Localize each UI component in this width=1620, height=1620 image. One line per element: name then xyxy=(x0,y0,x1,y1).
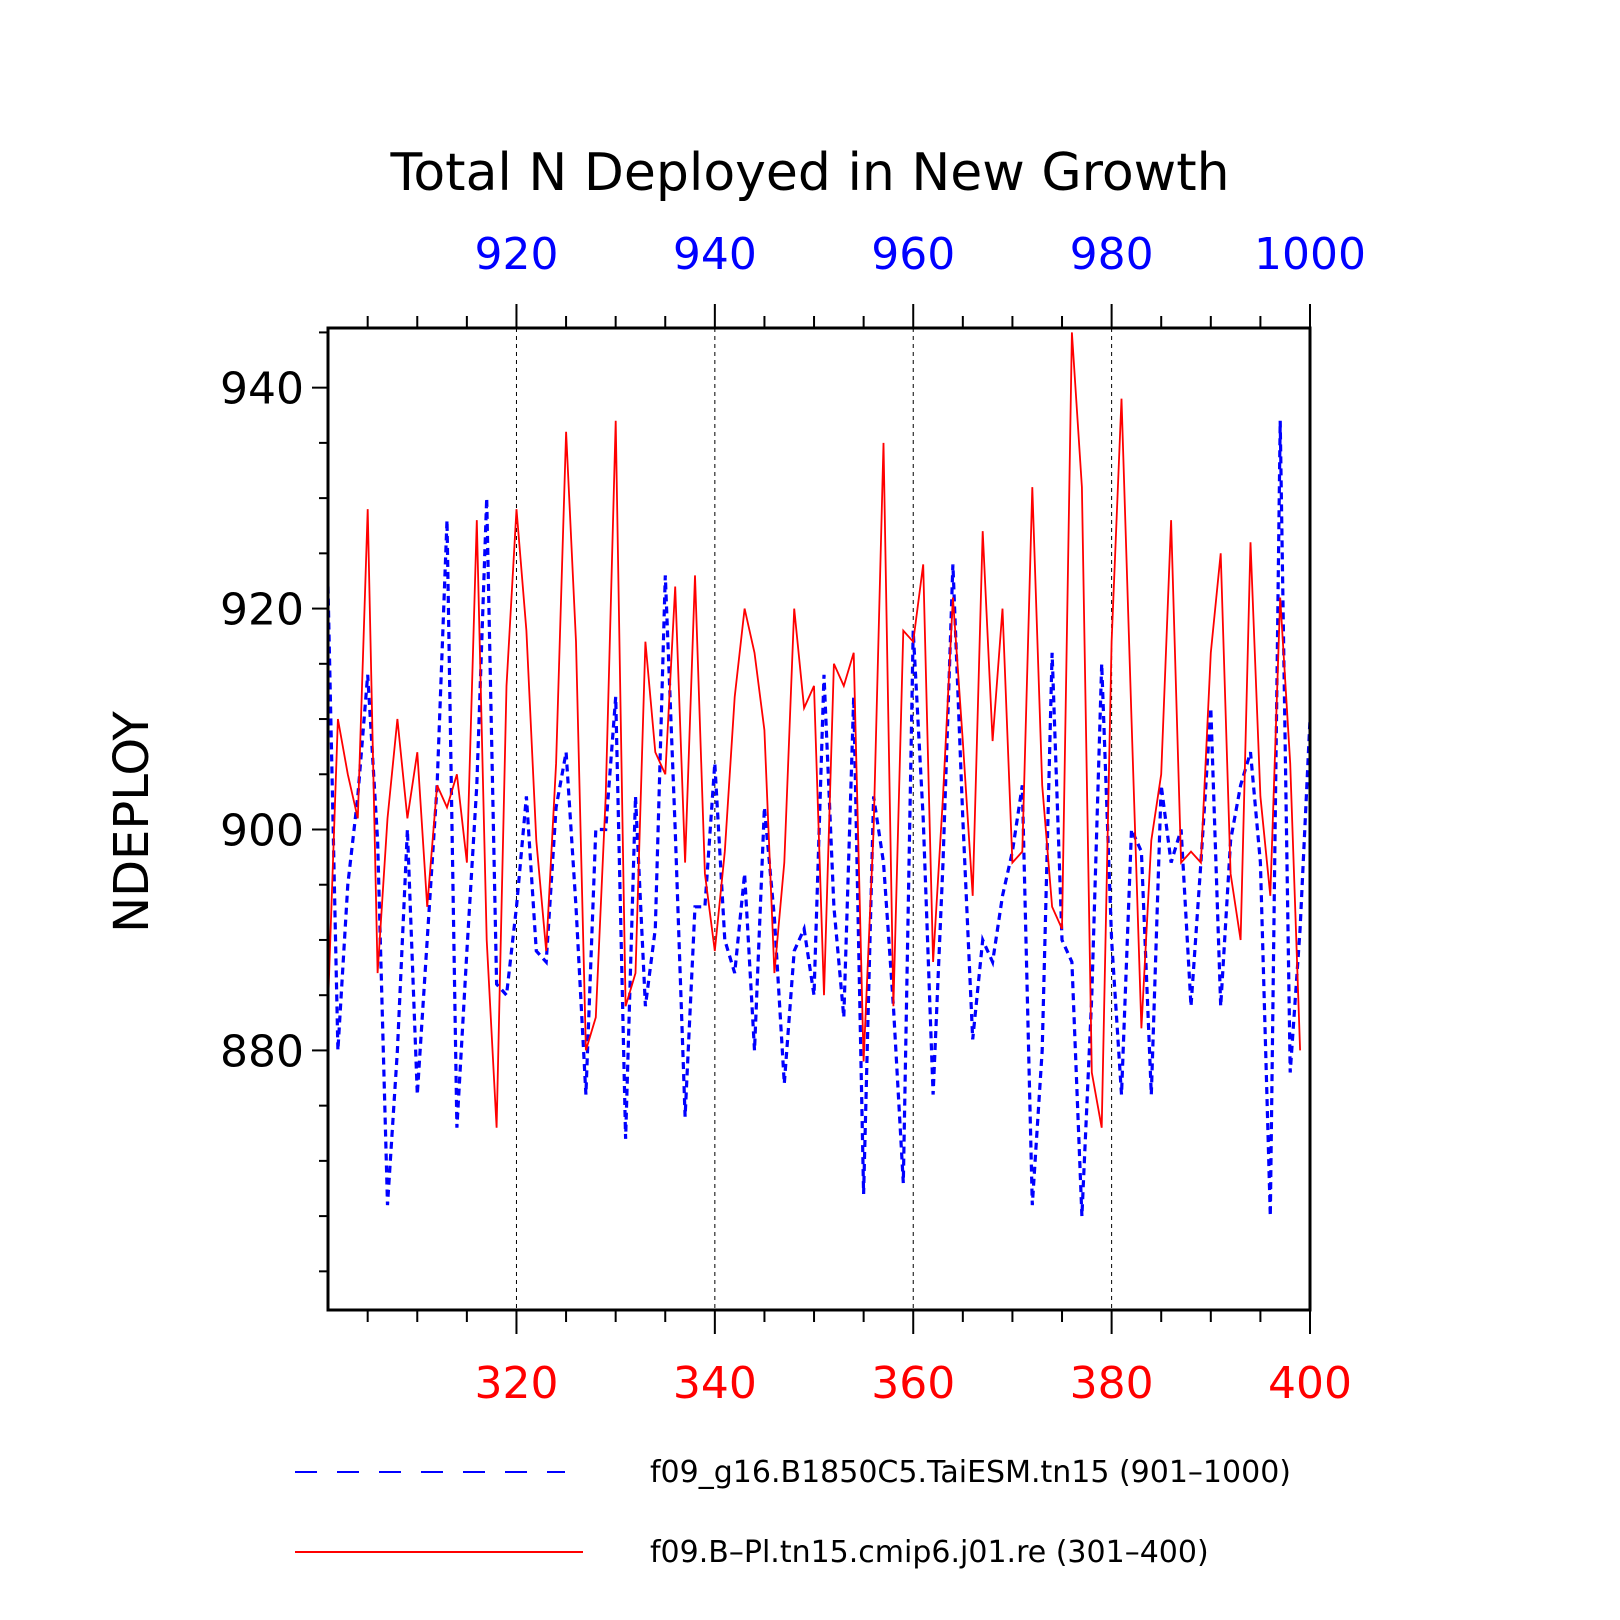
y-tick-label: 900 xyxy=(220,805,304,856)
y-tick-label: 920 xyxy=(220,585,304,636)
legend-label-series-2: f09.B–Pl.tn15.cmip6.j01.re (301–400) xyxy=(650,1535,1209,1570)
y-tick-label: 940 xyxy=(220,364,304,415)
y-tick-label: 880 xyxy=(220,1026,304,1077)
series-lines xyxy=(328,332,1310,1217)
legend-label-series-1: f09_g16.B1850C5.TaiESM.tn15 (901–1000) xyxy=(650,1455,1291,1490)
x-bottom-tick-label: 340 xyxy=(673,1358,757,1409)
axes xyxy=(312,304,1312,1334)
y-axis-label: NDEPLOY xyxy=(104,711,160,933)
tick-labels: 880 900 920 940 920 940 960 980 1000 320 340 360 380… xyxy=(220,229,1366,1409)
chart-title: Total N Deployed in New Growth xyxy=(389,143,1229,203)
series-line-1 xyxy=(328,420,1310,1217)
x-top-tick-label: 940 xyxy=(673,229,757,280)
x-bottom-tick-label: 360 xyxy=(871,1358,955,1409)
x-bottom-tick-label: 380 xyxy=(1070,1358,1154,1409)
x-top-tick-label: 980 xyxy=(1070,229,1154,280)
plot-frame xyxy=(326,326,1312,1312)
grid-lines xyxy=(515,328,1113,1310)
x-bottom-tick-label: 320 xyxy=(474,1358,558,1409)
x-top-tick-label: 1000 xyxy=(1254,229,1366,280)
legend: f09_g16.B1850C5.TaiESM.tn15 (901–1000) f… xyxy=(295,1455,1291,1570)
x-top-tick-label: 960 xyxy=(871,229,955,280)
x-bottom-tick-label: 400 xyxy=(1268,1358,1352,1409)
x-top-tick-label: 920 xyxy=(474,229,558,280)
series-line-2 xyxy=(328,332,1301,1128)
